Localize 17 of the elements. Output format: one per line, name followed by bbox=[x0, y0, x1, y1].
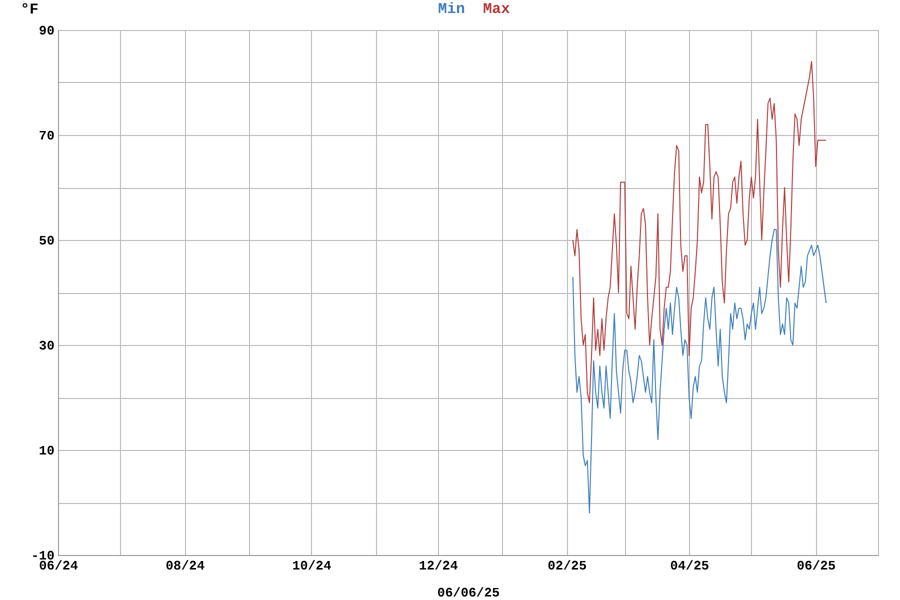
text: Max bbox=[483, 0, 510, 18]
text: Min bbox=[438, 0, 466, 18]
x-tick-label: 12/24 bbox=[418, 558, 458, 574]
line-series bbox=[572, 229, 827, 514]
x-tick-label: 06/25 bbox=[796, 558, 836, 574]
x-tick-label: 10/24 bbox=[292, 558, 332, 574]
x-tick-label: 02/25 bbox=[548, 558, 587, 574]
line-series bbox=[572, 61, 827, 404]
y-tick-label: 90 bbox=[38, 24, 55, 38]
x-axis-title: 06/06/25 bbox=[437, 586, 500, 600]
y-tick-label: 30 bbox=[38, 338, 55, 354]
x-tick-label: 04/25 bbox=[670, 558, 710, 574]
y-tick-label: 50 bbox=[38, 234, 55, 248]
y-axis-title: °F bbox=[20, 2, 39, 18]
x-tick-label: 08/24 bbox=[166, 558, 205, 574]
y-tick-label: 70 bbox=[38, 128, 55, 144]
y-tick-label: 10 bbox=[38, 444, 55, 458]
